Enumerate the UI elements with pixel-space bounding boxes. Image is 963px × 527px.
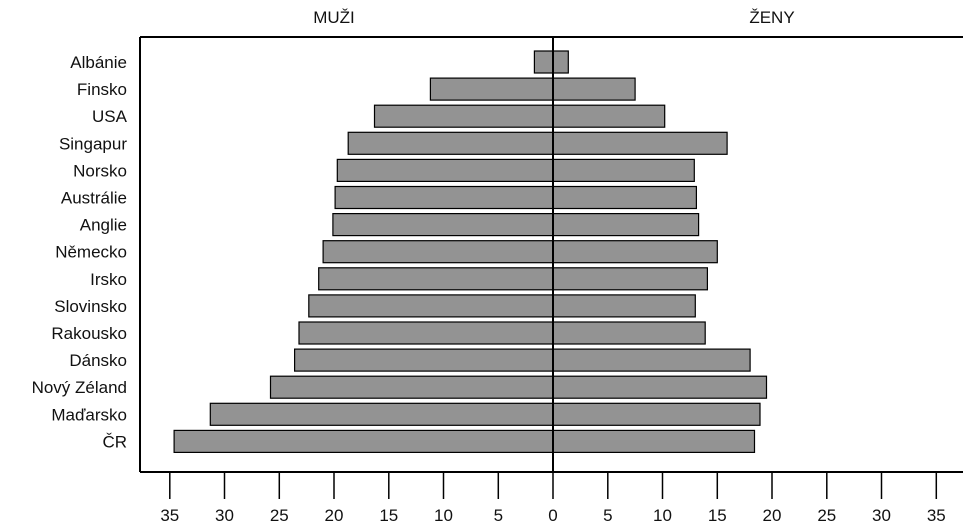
bar-muzi-madarsko <box>209 402 554 426</box>
bar-muzi-anglie <box>332 213 554 237</box>
category-label-novy-zeland: Nový Zéland <box>32 378 127 397</box>
x-tick-label-35: 35 <box>927 506 946 525</box>
bar-zeny-slovinsko <box>552 294 696 318</box>
category-label-cr: ČR <box>102 432 127 451</box>
bar-zeny-anglie <box>552 213 700 237</box>
x-tick-label-m15: 15 <box>379 506 398 525</box>
x-tick-label-m25: 25 <box>270 506 289 525</box>
bar-zeny-madarsko <box>552 402 761 426</box>
category-label-dansko: Dánsko <box>69 351 127 370</box>
bars <box>173 50 768 453</box>
x-tick-label-20: 20 <box>763 506 782 525</box>
bar-muzi-cr <box>173 429 554 453</box>
category-label-finsko: Finsko <box>77 80 127 99</box>
bar-zeny-australie <box>552 185 697 210</box>
category-label-usa: USA <box>92 107 128 126</box>
bar-muzi-norsko <box>336 158 554 182</box>
bar-zeny-finsko <box>552 77 636 101</box>
bar-zeny-albanie <box>552 50 569 74</box>
bar-muzi-irsko <box>318 267 554 291</box>
category-label-nemecko: Německo <box>55 243 127 262</box>
bar-zeny-cr <box>552 429 756 453</box>
x-tick-label-25: 25 <box>817 506 836 525</box>
x-tick-label-0: 0 <box>548 506 557 525</box>
bar-muzi-finsko <box>429 77 554 101</box>
bar-muzi-nemecko <box>322 240 554 264</box>
series-header-muzi: MUŽI <box>313 8 355 27</box>
bar-muzi-rakousko <box>298 321 554 345</box>
x-tick-label-5: 5 <box>603 506 612 525</box>
x-tick-label-m35: 35 <box>160 506 179 525</box>
bar-zeny-singapur <box>552 131 728 155</box>
plot-frame <box>139 36 963 473</box>
x-axis-ticks: 35 30 25 20 15 10 5 0 5 10 15 20 25 30 35 <box>160 472 946 525</box>
category-label-singapur: Singapur <box>59 134 127 153</box>
x-tick-label-m30: 30 <box>215 506 234 525</box>
category-label-albanie: Albánie <box>70 53 127 72</box>
bar-zeny-usa <box>552 104 666 128</box>
bar-muzi-albanie <box>533 50 554 74</box>
bar-muzi-novy-zeland <box>269 375 554 399</box>
bar-zeny-novy-zeland <box>552 375 768 399</box>
bar-zeny-rakousko <box>552 321 706 345</box>
bar-zeny-irsko <box>552 267 708 291</box>
x-tick-label-10: 10 <box>653 506 672 525</box>
bar-zeny-nemecko <box>552 240 718 264</box>
category-label-norsko: Norsko <box>73 161 127 180</box>
series-header-zeny: ŽENY <box>749 8 794 27</box>
category-label-slovinsko: Slovinsko <box>54 297 127 316</box>
category-labels: Albánie Finsko USA Singapur Norsko Austrálie A… <box>32 53 128 451</box>
category-label-irsko: Irsko <box>90 270 127 289</box>
x-tick-label-m10: 10 <box>434 506 453 525</box>
x-tick-label-m5: 5 <box>494 506 503 525</box>
category-label-australie: Austrálie <box>61 189 127 208</box>
series-headers: MUŽI ŽENY <box>313 8 794 27</box>
bar-muzi-slovinsko <box>308 294 554 318</box>
bar-muzi-usa <box>373 104 554 128</box>
bar-zeny-dansko <box>552 348 751 372</box>
x-tick-label-30: 30 <box>872 506 891 525</box>
bar-muzi-singapur <box>347 131 554 155</box>
category-label-rakousko: Rakousko <box>51 324 127 343</box>
x-tick-label-m20: 20 <box>325 506 344 525</box>
bar-zeny-norsko <box>552 158 695 182</box>
x-tick-label-15: 15 <box>708 506 727 525</box>
category-label-anglie: Anglie <box>80 216 127 235</box>
category-label-madarsko: Maďarsko <box>51 405 127 424</box>
bar-muzi-australie <box>334 185 554 210</box>
bar-muzi-dansko <box>294 348 554 372</box>
